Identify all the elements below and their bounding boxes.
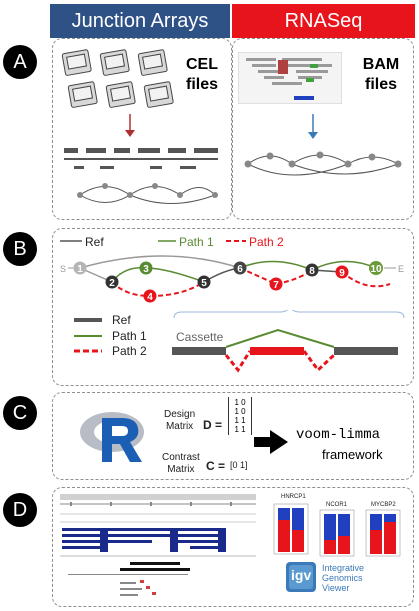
panel-b bbox=[52, 228, 414, 386]
legend-bottom-swatches bbox=[74, 318, 102, 353]
legend-bottom-path2: Path 2 bbox=[112, 344, 147, 358]
cassette-diagram bbox=[172, 310, 405, 373]
legend-top-swatches bbox=[60, 240, 246, 242]
start-label: S bbox=[60, 264, 66, 274]
arrow-a-left bbox=[125, 114, 135, 137]
chart-title-2: NCOR1 bbox=[326, 502, 348, 508]
bam-label-line2: files bbox=[364, 76, 397, 93]
igv-logo-icon bbox=[286, 562, 316, 592]
igv-line2: Genomics bbox=[322, 573, 363, 583]
legend-bottom-path1: Path 1 bbox=[112, 329, 147, 343]
design-var: D = bbox=[203, 418, 223, 432]
node-4: 4 bbox=[147, 292, 153, 303]
design-label-2: Matrix bbox=[165, 421, 194, 432]
contrast-label: Contrast Matrix bbox=[162, 452, 200, 476]
framework-line1: voom-limma bbox=[296, 427, 381, 443]
legend-top-path2: Path 2 bbox=[249, 235, 284, 249]
cassette-label: Cassette bbox=[176, 330, 224, 344]
node-6: 6 bbox=[237, 264, 243, 275]
igv-screenshot bbox=[60, 494, 256, 604]
header-junction-arrays: Junction Arrays bbox=[50, 4, 230, 38]
node-9: 9 bbox=[339, 268, 345, 279]
igv-line1: Integrative bbox=[322, 563, 365, 573]
splice-graph-right bbox=[244, 151, 402, 176]
design-label: Design Matrix bbox=[164, 409, 195, 433]
chart-title-1: HNRCP1 bbox=[281, 494, 306, 500]
design-row-3: 1 1 bbox=[234, 416, 246, 425]
cel-files-label: CEL files bbox=[180, 55, 224, 95]
bam-files-label: BAM files bbox=[356, 55, 406, 95]
igv-name: Integrative Genomics Viewer bbox=[322, 563, 364, 593]
node-7: 7 bbox=[273, 280, 279, 291]
splice-graph-b: 1 2 3 4 5 6 7 8 9 10 S E bbox=[60, 255, 404, 303]
cel-label-line1: CEL bbox=[186, 56, 218, 73]
r-logo-icon bbox=[80, 412, 144, 462]
bam-label-line1: BAM bbox=[362, 56, 400, 73]
badge-b: B bbox=[3, 232, 37, 266]
contrast-label-1: Contrast bbox=[162, 452, 200, 463]
expression-charts bbox=[273, 503, 401, 557]
badge-c: C bbox=[3, 396, 37, 430]
node-2: 2 bbox=[109, 278, 115, 289]
right-arrow-icon bbox=[254, 430, 288, 454]
node-1: 1 bbox=[77, 264, 83, 275]
design-row-1: 1 0 bbox=[234, 398, 246, 407]
framework-line2: framework bbox=[322, 447, 383, 462]
cel-label-line2: files bbox=[185, 76, 218, 93]
igv-line3: Viewer bbox=[322, 583, 350, 593]
node-8: 8 bbox=[309, 266, 315, 277]
node-10: 10 bbox=[370, 264, 382, 275]
contrast-label-2: Matrix bbox=[167, 464, 195, 475]
design-label-1: Design bbox=[164, 409, 196, 420]
end-label: E bbox=[398, 264, 404, 274]
badge-d: D bbox=[3, 493, 37, 527]
igv-logo-text: igv bbox=[291, 567, 312, 583]
node-5: 5 bbox=[201, 278, 207, 289]
legend-top-ref: Ref bbox=[85, 235, 104, 249]
exon-tracks-left bbox=[64, 148, 218, 204]
design-row-4: 1 1 bbox=[234, 425, 246, 434]
design-matrix: 1 0 1 0 1 1 1 1 bbox=[228, 397, 252, 435]
arrow-a-right bbox=[308, 114, 318, 139]
contrast-value: [0 1] bbox=[230, 460, 248, 470]
cel-file-icons bbox=[61, 49, 174, 108]
header-rnaseq: RNASeq bbox=[232, 4, 415, 38]
node-3: 3 bbox=[143, 264, 149, 275]
legend-top-path1: Path 1 bbox=[179, 235, 214, 249]
contrast-var: C = bbox=[206, 459, 226, 473]
badge-a: A bbox=[3, 45, 37, 79]
chart-title-3: MYCBP2 bbox=[371, 502, 396, 508]
bam-reads-image bbox=[238, 52, 342, 104]
design-row-2: 1 0 bbox=[234, 407, 246, 416]
legend-bottom-ref: Ref bbox=[112, 313, 131, 327]
